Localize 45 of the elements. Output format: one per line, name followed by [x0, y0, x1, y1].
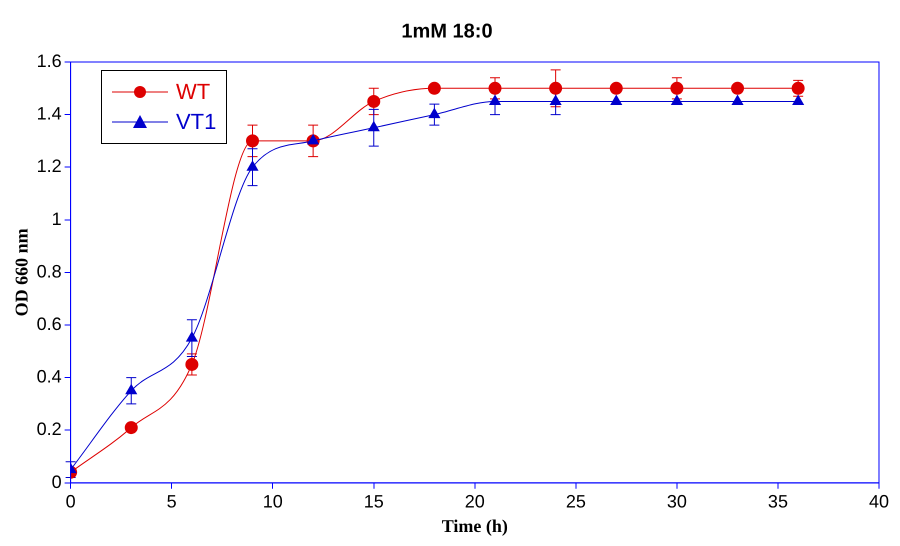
x-tick-label: 25 — [566, 492, 586, 512]
y-tick-label: 1.2 — [36, 156, 62, 176]
point — [550, 94, 562, 105]
point — [671, 94, 683, 105]
point — [488, 82, 502, 95]
point — [246, 134, 260, 148]
point — [307, 134, 319, 144]
point — [428, 82, 441, 95]
point — [367, 94, 380, 108]
legend-label: VT1 — [176, 108, 216, 136]
x-tick-label: 5 — [166, 492, 177, 512]
y-tick-label: 0.2 — [36, 419, 62, 440]
chart-title: 1mM 18:0 — [401, 20, 493, 43]
point — [549, 82, 562, 95]
y-tick-label: 0 — [52, 472, 62, 492]
x-tick-label: 20 — [464, 492, 485, 512]
x-axis-title: Time (h) — [442, 516, 508, 536]
y-tick-label: 1.4 — [36, 104, 62, 124]
y-tick-label: 1.6 — [36, 50, 62, 71]
legend-label: WT — [176, 78, 210, 106]
y-tick-label: 0.8 — [36, 261, 62, 282]
x-tick-label: 0 — [66, 492, 76, 512]
point — [368, 121, 380, 132]
point — [126, 384, 137, 394]
point — [185, 358, 198, 371]
point — [670, 82, 684, 95]
y-tick-label: 0.4 — [36, 366, 62, 387]
point — [610, 94, 622, 105]
point — [246, 160, 258, 171]
y-tick-label: 1 — [52, 208, 62, 229]
point — [489, 94, 501, 105]
y-axis-title: OD 660 nm — [11, 228, 32, 316]
x-tick-label: 15 — [364, 492, 384, 512]
point — [124, 421, 138, 434]
y-tick-label: 0.6 — [36, 314, 62, 334]
point — [186, 332, 198, 342]
x-tick-label: 40 — [868, 492, 890, 512]
point — [610, 82, 623, 95]
point — [731, 82, 744, 95]
x-tick-label: 35 — [768, 492, 788, 512]
x-tick-label: 30 — [666, 492, 687, 512]
point — [732, 94, 744, 105]
x-tick-label: 10 — [262, 492, 283, 512]
point — [428, 108, 440, 118]
point — [792, 94, 804, 105]
